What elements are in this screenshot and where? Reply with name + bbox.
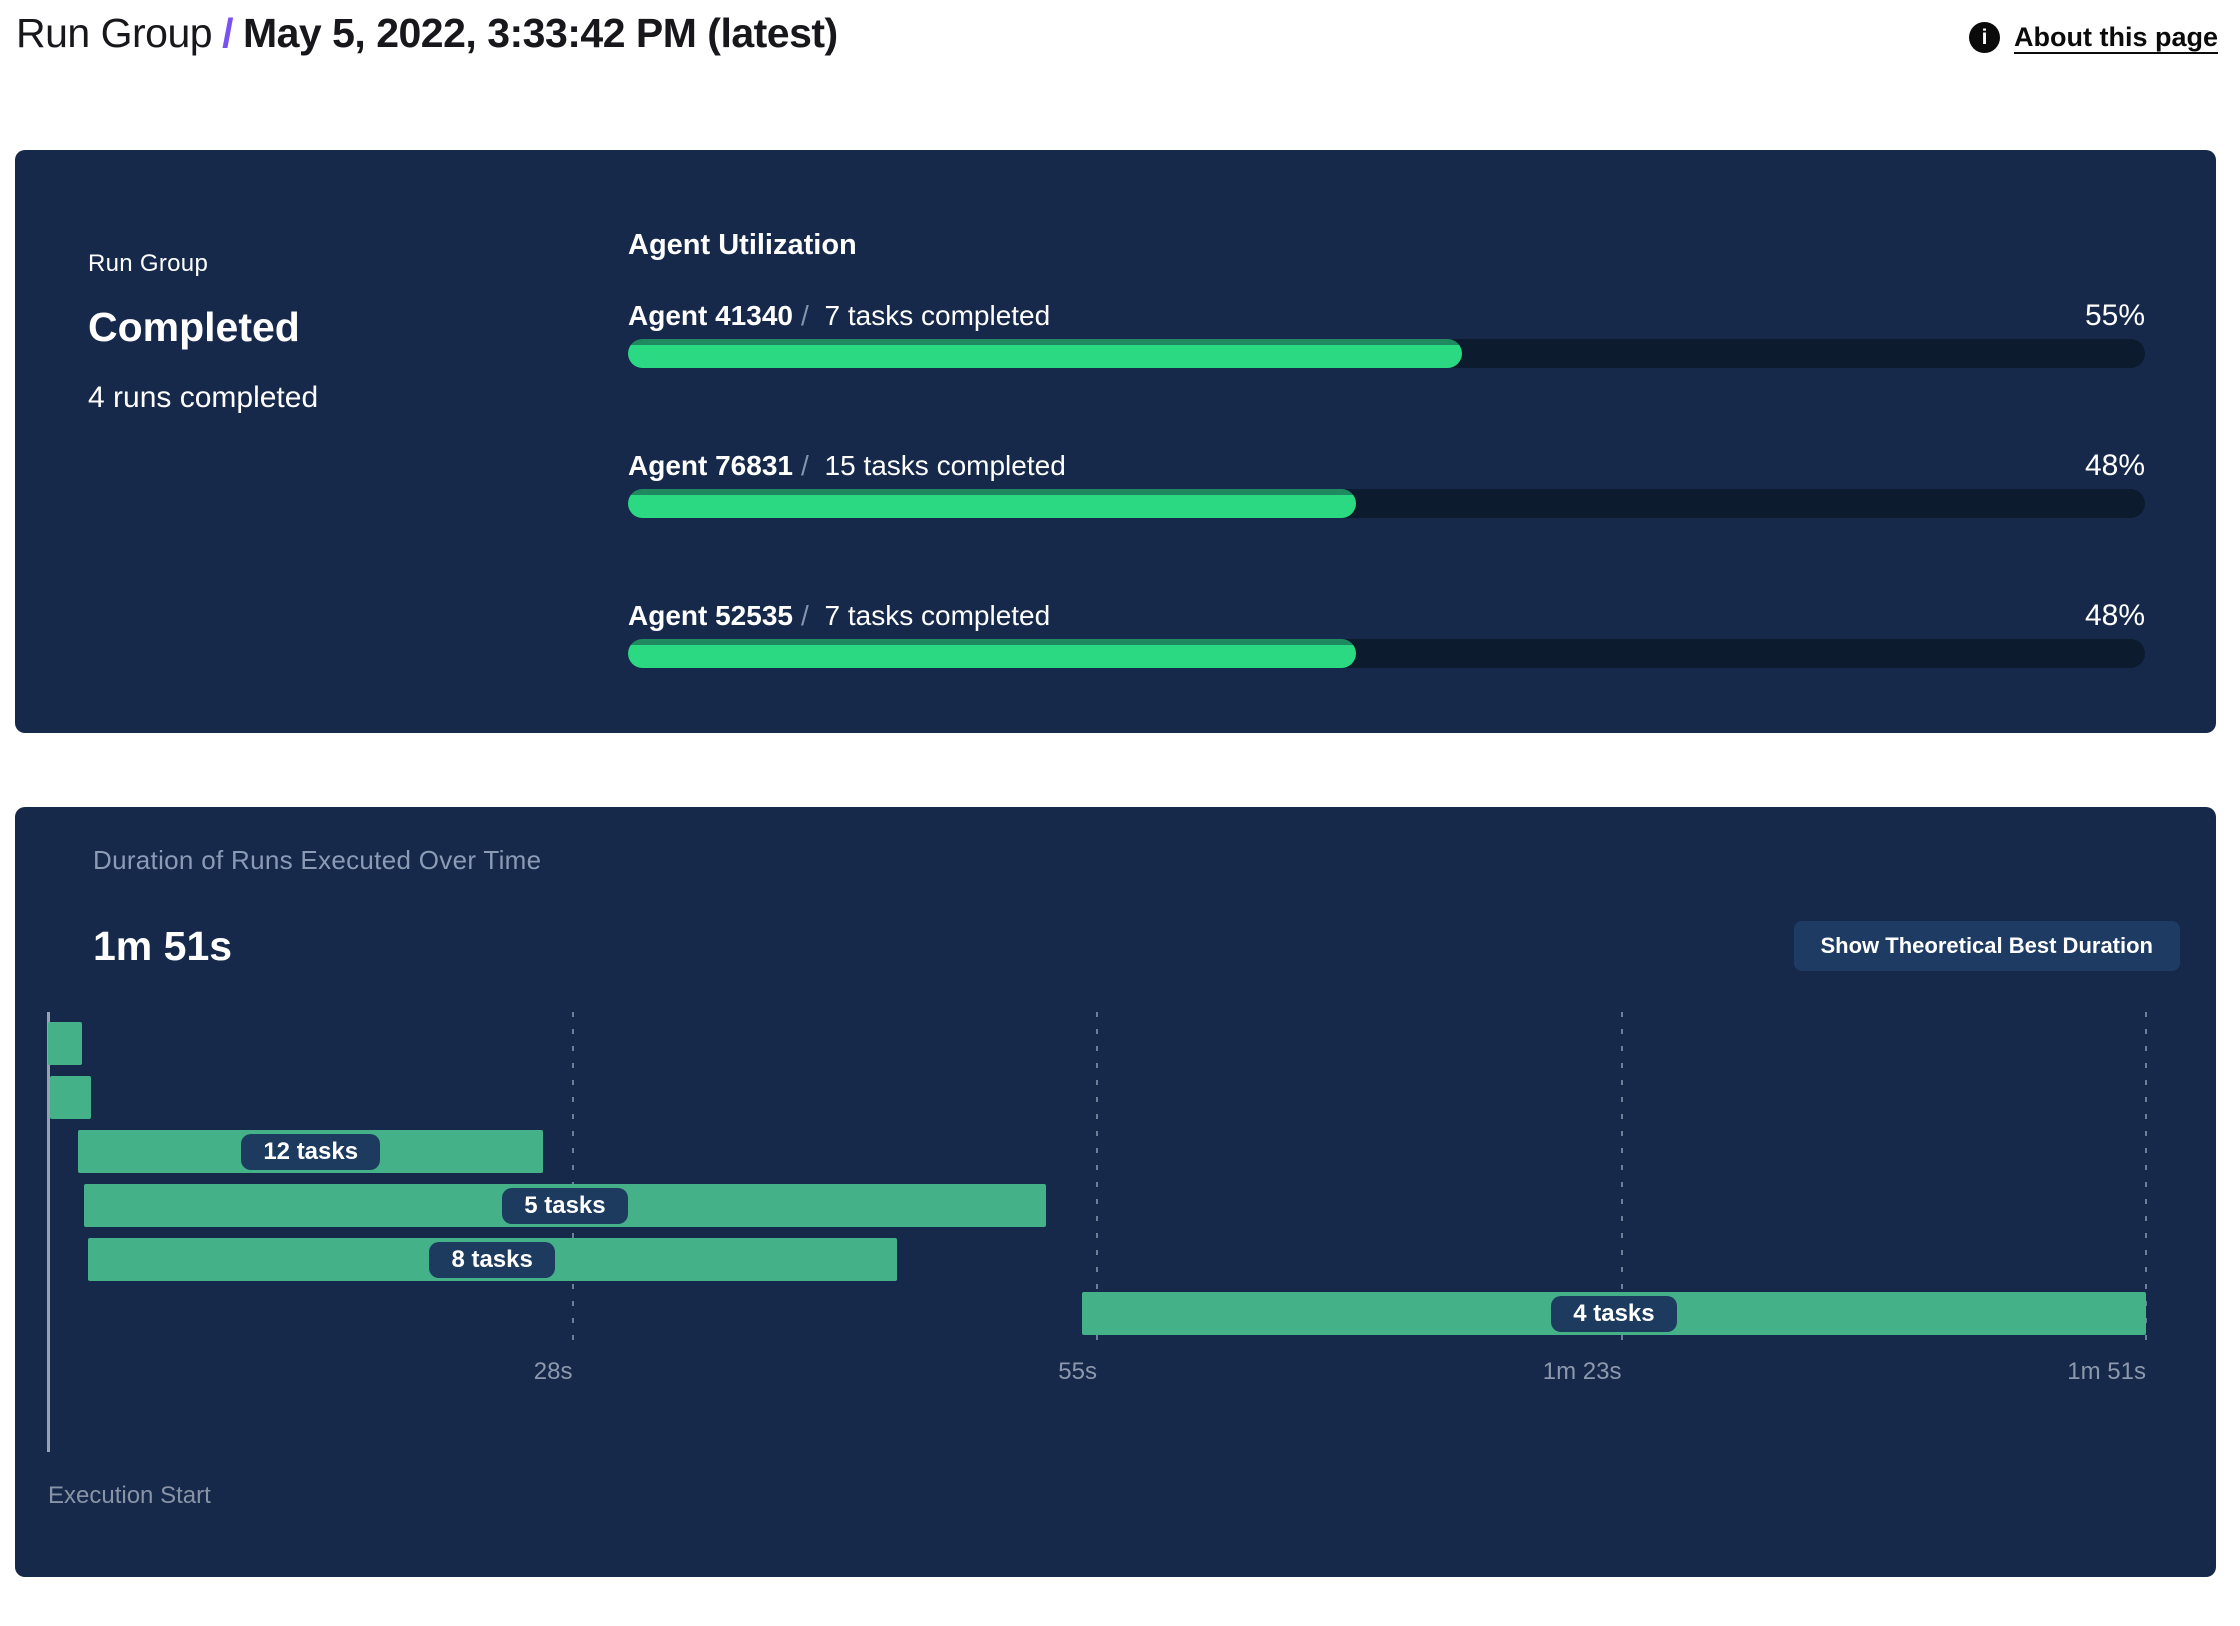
total-duration-value: 1m 51s [93, 923, 233, 969]
gridline-55s [1096, 1012, 1098, 1352]
utilization-bar-fill [628, 489, 1357, 518]
agent-label-line: Agent 52535/ 7 tasks completed 48% [628, 599, 2145, 633]
task-count-pill: 5 tasks [502, 1187, 628, 1224]
task-count-pill: 4 tasks [1551, 1295, 1677, 1332]
breadcrumb-run-group[interactable]: Run Group [16, 10, 213, 56]
utilization-bar-track [628, 639, 2145, 668]
agent-utilization-row: Agent 52535/ 7 tasks completed 48% [628, 599, 2145, 668]
agent-label: Agent 41340/ 7 tasks completed [628, 299, 1050, 333]
breadcrumb-separator: / [222, 10, 233, 56]
agent-separator: / [800, 300, 809, 331]
agent-name: Agent 52535 [628, 600, 793, 631]
agent-label-line: Agent 76831/ 15 tasks completed 48% [628, 449, 2145, 483]
tick-label-28s: 28s [533, 1358, 573, 1385]
agent-name: Agent 41340 [628, 300, 793, 331]
duration-chart-panel: Duration of Runs Executed Over Time 1m 5… [15, 807, 2216, 1577]
run-bar-3[interactable]: 12 tasks [78, 1130, 544, 1173]
page-header: Run Group / May 5, 2022, 3:33:42 PM (lates… [0, 0, 2240, 150]
agent-utilization-percent: 48% [2084, 449, 2145, 482]
agent-name: Agent 76831 [628, 450, 793, 481]
agent-utilization-percent: 48% [2084, 599, 2145, 632]
about-this-page-link[interactable]: i About this page [1969, 22, 2218, 53]
agent-utilization-percent: 55% [2084, 299, 2145, 332]
agent-label: Agent 76831/ 15 tasks completed [628, 449, 1066, 483]
agent-utilization-title: Agent Utilization [628, 229, 857, 261]
run-timestamp-title: May 5, 2022, 3:33:42 PM (latest) [242, 10, 838, 56]
utilization-bar-fill [628, 639, 1357, 668]
agent-utilization-row: Agent 41340/ 7 tasks completed 55% [628, 299, 2145, 368]
agent-label: Agent 52535/ 7 tasks completed [628, 599, 1050, 633]
utilization-bar-track [628, 339, 2145, 368]
page-title: Run Group / May 5, 2022, 3:33:42 PM (lates… [16, 8, 838, 58]
agent-tasks-completed: 7 tasks completed [816, 600, 1051, 631]
gridline-1m-51s [2145, 1012, 2147, 1352]
gridline-28s [571, 1012, 574, 1352]
agent-utilization-section: Agent Utilization Agent 41340/ 7 tasks c… [628, 150, 2145, 668]
run-bar-1[interactable] [48, 1022, 83, 1065]
execution-start-axis-line [47, 1012, 50, 1452]
tick-label-1m-23s: 1m 23s [1542, 1358, 1622, 1385]
agent-tasks-completed: 7 tasks completed [816, 300, 1051, 331]
status-badge: Completed [88, 304, 300, 350]
utilization-bar-fill [628, 339, 1463, 368]
tick-label-1m-51s: 1m 51s [2067, 1358, 2146, 1385]
run-bar-2[interactable] [49, 1076, 92, 1119]
gridline-1m-23s [1620, 1012, 1623, 1352]
run-group-summary: Run Group Completed 4 runs completed [88, 250, 318, 415]
run-bar-4[interactable]: 5 tasks [83, 1184, 1046, 1227]
duration-chart-title: Duration of Runs Executed Over Time [93, 845, 542, 875]
task-count-pill: 8 tasks [429, 1241, 555, 1278]
execution-start-label: Execution Start [48, 1482, 211, 1509]
tick-label-55s: 55s [1058, 1358, 1097, 1385]
agent-rows: Agent 41340/ 7 tasks completed 55% Agent… [628, 299, 2145, 668]
gantt-chart: Execution Start 28s 55s 1m 23s 1m 51s 12 tas… [15, 1012, 2216, 1532]
task-count-pill: 12 tasks [241, 1133, 381, 1170]
summary-label: Run Group [88, 250, 209, 277]
run-bar-6[interactable]: 4 tasks [1081, 1292, 2146, 1335]
show-theoretical-best-duration-button[interactable]: Show Theoretical Best Duration [1793, 921, 2180, 971]
agent-separator: / [800, 450, 809, 481]
agent-label-line: Agent 41340/ 7 tasks completed 55% [628, 299, 2145, 333]
run-bar-5[interactable]: 8 tasks [87, 1238, 897, 1281]
utilization-bar-track [628, 489, 2145, 518]
about-link-label: About this page [2014, 22, 2218, 52]
info-icon: i [1969, 22, 2000, 53]
agent-separator: / [800, 600, 809, 631]
run-group-summary-panel: Run Group Completed 4 runs completed Age… [15, 150, 2216, 733]
agent-tasks-completed: 15 tasks completed [816, 450, 1066, 481]
runs-completed-count: 4 runs completed [88, 381, 319, 414]
agent-utilization-row: Agent 76831/ 15 tasks completed 48% [628, 449, 2145, 518]
